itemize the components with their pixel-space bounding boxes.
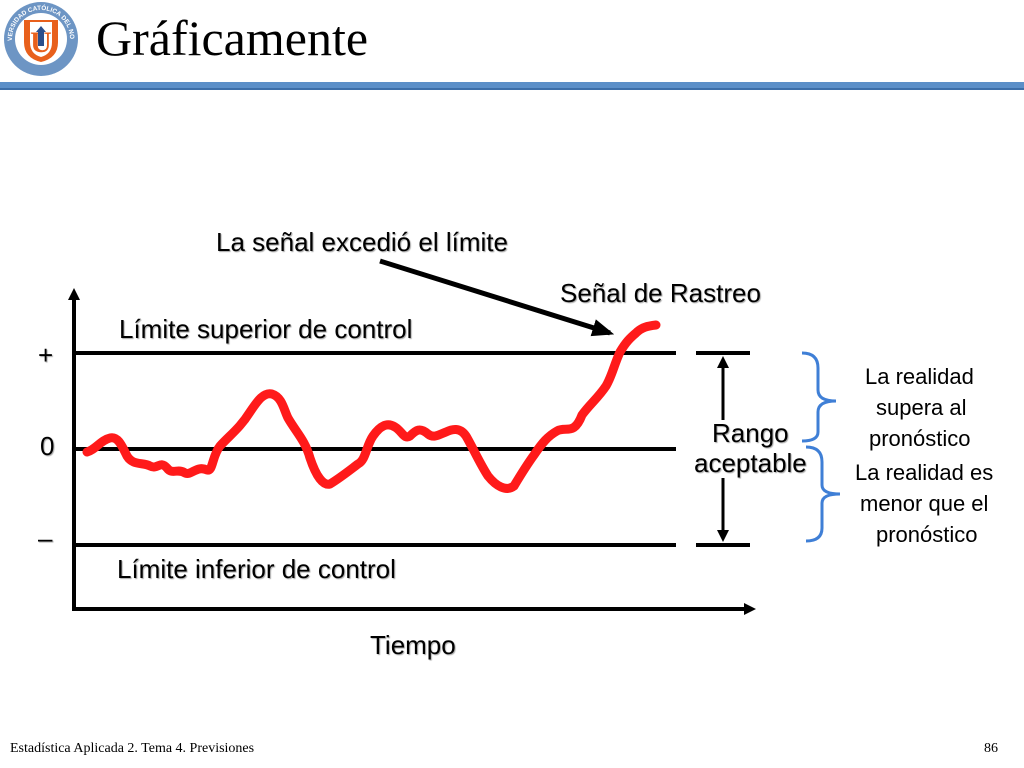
upper-limit-label: Límite superior de control [119, 314, 413, 344]
above-text-1: La realidad [865, 364, 974, 389]
university-logo: UNIVERSIDAD CATÓLICA DEL NORTE CHILE U [2, 0, 78, 76]
above-text-2: supera al [876, 395, 967, 420]
below-text-1: La realidad es [855, 460, 994, 485]
x-axis-label: Tiempo [370, 630, 456, 660]
page-title: Gráficamente [96, 10, 369, 66]
axis-plus-label: + [38, 340, 54, 370]
below-text-2: menor que el [860, 491, 989, 516]
range-label-1: Rango [712, 418, 789, 448]
exceeded-arrow [379, 258, 615, 337]
exceeded-annotation: La señal excedió el límite [216, 227, 508, 257]
footer-page-number: 86 [984, 741, 998, 756]
range-label-2: aceptable [694, 448, 807, 478]
axis-minus-label: – [38, 523, 53, 553]
axis-zero-label: 0 [40, 431, 55, 461]
tracking-signal-curve [82, 320, 661, 493]
below-text-3: pronóstico [876, 522, 978, 547]
signal-label: Señal de Rastreo [560, 278, 761, 308]
above-text-3: pronóstico [869, 426, 971, 451]
below-bracket [805, 445, 841, 543]
title-divider [0, 82, 1024, 90]
lower-limit-label: Límite inferior de control [117, 554, 396, 584]
above-bracket [801, 351, 837, 443]
footer-course: Estadística Aplicada 2. Tema 4. Previsio… [10, 741, 255, 756]
